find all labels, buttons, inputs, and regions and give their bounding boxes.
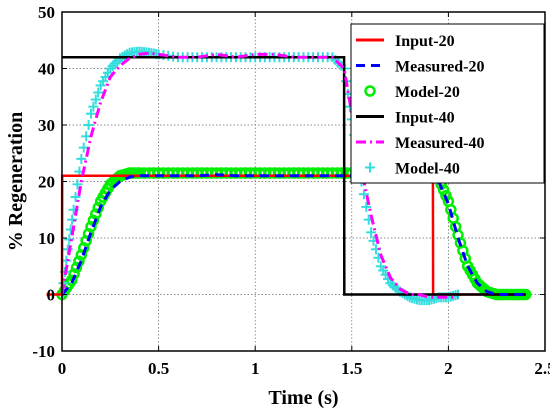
x-tick-label: 0.5 xyxy=(148,359,169,378)
series-line xyxy=(60,51,459,299)
data-point xyxy=(85,108,96,119)
x-tick-label: 2.5 xyxy=(534,359,550,378)
data-point xyxy=(67,214,78,225)
legend: Input-20 Measured-20 Model-20 Input-40 Measu… xyxy=(350,23,545,184)
data-point xyxy=(70,192,81,203)
legend-entry: Measured-40 xyxy=(356,135,484,152)
legend-marker-sample xyxy=(364,85,376,97)
y-tick-label: 30 xyxy=(38,116,55,135)
x-tick-label: 0 xyxy=(58,359,67,378)
legend-entry: Input-40 xyxy=(356,110,455,127)
legend-label: Measured-40 xyxy=(395,135,484,152)
y-tick-label: 0 xyxy=(47,286,56,305)
data-point xyxy=(358,189,369,200)
data-point xyxy=(72,179,83,190)
legend-entry: Measured-20 xyxy=(356,59,484,76)
x-tick-label: 1 xyxy=(251,359,260,378)
y-tick-label: 20 xyxy=(38,173,55,192)
x-axis-label: Time (s) xyxy=(268,387,338,409)
data-point xyxy=(76,153,87,164)
x-tick-label: 1.5 xyxy=(341,359,362,378)
legend-label: Model-20 xyxy=(395,84,460,101)
data-point xyxy=(437,184,450,196)
legend-marker-sample xyxy=(365,162,375,173)
legend-label: Input-20 xyxy=(395,33,455,50)
series-line xyxy=(60,173,526,296)
legend-label: Measured-20 xyxy=(395,59,484,76)
x-tick-label: 2 xyxy=(444,359,453,378)
legend-entry: Model-20 xyxy=(364,84,460,101)
legend-entry: Input-20 xyxy=(356,33,455,50)
series-measured-20 xyxy=(60,173,526,296)
data-point xyxy=(90,94,101,105)
legend-entry: Model-40 xyxy=(365,161,460,178)
data-point xyxy=(65,274,78,287)
data-point xyxy=(366,227,377,238)
data-point xyxy=(70,261,83,274)
y-axis-label: % Regeneration xyxy=(5,112,27,251)
y-tick-label: 40 xyxy=(38,60,55,79)
legend-label: Model-40 xyxy=(395,161,460,178)
data-point xyxy=(361,201,372,212)
data-point xyxy=(88,101,99,112)
y-tick-label: 50 xyxy=(38,3,55,22)
data-point xyxy=(83,120,94,130)
data-point xyxy=(93,87,104,98)
data-point xyxy=(64,234,75,245)
y-tick-label: -10 xyxy=(32,342,55,361)
data-point xyxy=(85,220,97,233)
y-tick-label: 10 xyxy=(38,229,55,248)
legend-label: Input-40 xyxy=(395,110,455,127)
series-model-20 xyxy=(56,167,532,301)
series-measured-40 xyxy=(60,51,459,299)
legend-box xyxy=(350,23,545,184)
